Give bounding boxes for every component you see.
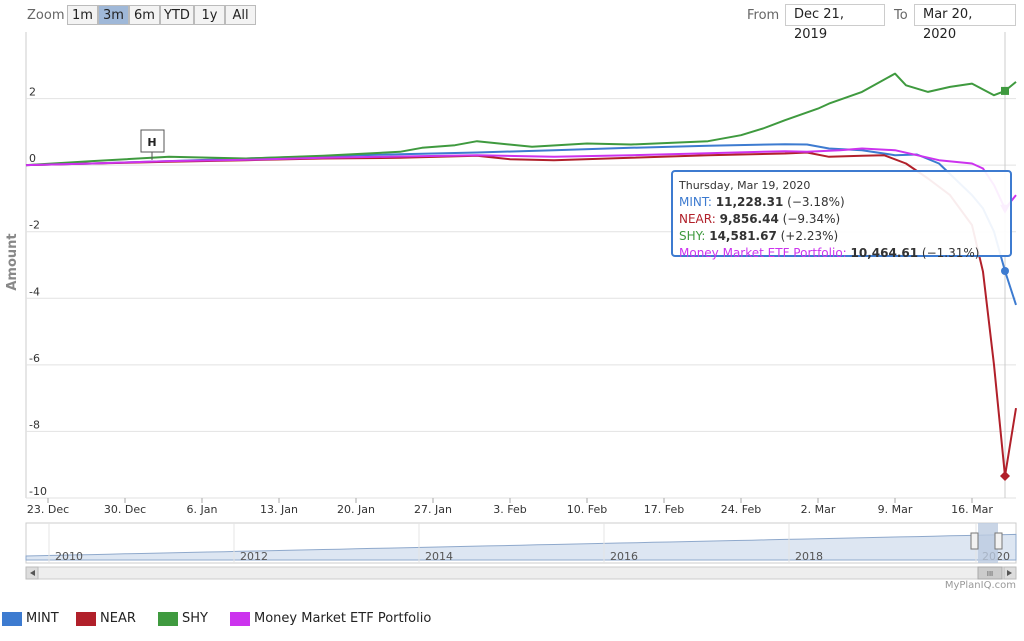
navigator-year-label: 2010 [55, 550, 83, 563]
tooltip-row: MINT: 11,228.31 (−3.18%) [679, 194, 1004, 211]
series-line-money-market-etf-portfolio[interactable] [25, 147, 1017, 210]
tooltip-series-name: Money Market ETF Portfolio: [679, 246, 851, 260]
zoom-6m-button[interactable]: 6m [129, 5, 160, 25]
scrollbar-track[interactable] [25, 566, 1017, 580]
x-tick-label: 10. Feb [567, 503, 607, 516]
y-tick-label: -10 [29, 485, 47, 498]
arrow-left-icon [30, 570, 35, 576]
legend-swatch [230, 612, 250, 626]
zoom-all-button[interactable]: All [225, 5, 256, 25]
navigator-handle-left[interactable] [970, 532, 979, 550]
scroll-grip-icon: III [987, 570, 993, 578]
tooltip-change: (−1.31%) [918, 246, 980, 260]
tooltip-series-name: MINT: [679, 195, 716, 209]
credit-text: MyPlanIQ.com [944, 580, 1016, 591]
legend-item-shy[interactable]: SHY [158, 610, 228, 630]
x-tick-label: 2. Mar [801, 503, 836, 516]
zoom-1m-button[interactable]: 1m [67, 5, 98, 25]
x-axis: 23. Dec 30. Dec 6. Jan 13. Jan 20. Jan 27. Ja… [27, 498, 993, 516]
y-tick-label: -6 [29, 352, 40, 365]
tooltip-value: 10,464.61 [850, 246, 919, 260]
navigator[interactable]: 201020122014201620182020 III [25, 522, 1017, 580]
tooltip-date: Thursday, Mar 19, 2020 [679, 179, 811, 192]
from-date-input[interactable]: Dec 21, 2019 [785, 4, 885, 42]
tooltip: Thursday, Mar 19, 2020 MINT: 11,228.31 (… [671, 170, 1012, 260]
legend-label: Money Market ETF Portfolio [254, 611, 432, 626]
y-tick-label: -2 [29, 219, 40, 232]
navigator-year-label: 2014 [425, 550, 453, 563]
y-axis: -10 -8 -6 -4 -2 0 2 [29, 86, 47, 498]
tooltip-row: Money Market ETF Portfolio: 10,464.61 (−… [679, 245, 1004, 262]
hover-point [1001, 266, 1009, 275]
x-tick-label: 17. Feb [644, 503, 684, 516]
event-flag[interactable]: H [140, 129, 165, 160]
y-tick-label: -4 [29, 285, 40, 298]
line-chart: -10 -8 -6 -4 -2 0 2 23. Dec 30. Dec 6. Jan 13. Ja… [5, 32, 1017, 580]
y-tick-label: 2 [29, 86, 36, 99]
tooltip-change: (+2.23%) [776, 229, 839, 243]
x-tick-label: 24. Feb [721, 503, 761, 516]
zoom-ytd-button[interactable]: YTD [160, 5, 194, 25]
navigator-series [25, 533, 1017, 561]
legend-item-near[interactable]: NEAR [76, 610, 156, 630]
zoom-label: Zoom [27, 8, 65, 23]
x-tick-label: 16. Mar [951, 503, 993, 516]
legend-label: NEAR [100, 611, 136, 626]
x-tick-label: 20. Jan [337, 503, 375, 516]
to-date-input[interactable]: Mar 20, 2020 [914, 4, 1016, 42]
legend-swatch [76, 612, 96, 626]
hover-point [1001, 86, 1009, 95]
navigator-selection[interactable] [978, 523, 998, 563]
tooltip-row: SHY: 14,581.67 (+2.23%) [679, 228, 1004, 245]
tooltip-series-name: NEAR: [679, 212, 720, 226]
tooltip-change: (−3.18%) [783, 195, 845, 209]
legend-item-mint[interactable]: MINT [2, 610, 72, 630]
tooltip-value: 11,228.31 [715, 195, 784, 209]
legend-label: MINT [26, 611, 59, 626]
range-selector: Zoom 1m 3m 6m YTD 1y All From Dec 21, 20… [0, 0, 1024, 42]
series-line-shy[interactable] [25, 72, 1017, 167]
navigator-year-label: 2016 [610, 550, 638, 563]
legend-label: SHY [182, 611, 208, 626]
legend-swatch [2, 612, 22, 626]
tooltip-row: NEAR: 9,856.44 (−9.34%) [679, 211, 1004, 228]
scrollbar-thumb[interactable] [977, 566, 1003, 580]
grid-lines [25, 32, 1016, 499]
tooltip-value: 9,856.44 [719, 212, 779, 226]
y-tick-label: -8 [29, 418, 40, 431]
x-tick-label: 27. Jan [414, 503, 452, 516]
flag-label: H [147, 136, 156, 149]
y-tick-label: 0 [29, 152, 36, 165]
tooltip-value: 14,581.67 [709, 229, 777, 243]
legend: MINT NEAR SHY Money Market ETF Portfolio [0, 610, 1024, 632]
x-tick-label: 9. Mar [878, 503, 913, 516]
legend-item-money-market[interactable]: Money Market ETF Portfolio [230, 610, 450, 630]
tooltip-change: (−9.34%) [778, 212, 841, 226]
x-tick-label: 3. Feb [493, 503, 526, 516]
navigator-year-label: 2018 [795, 550, 823, 563]
navigator-year-label: 2012 [240, 550, 268, 563]
zoom-3m-button[interactable]: 3m [98, 5, 129, 25]
x-tick-label: 6. Jan [187, 503, 218, 516]
tooltip-series-name: SHY: [679, 229, 710, 243]
navigator-handle-right[interactable] [994, 532, 1003, 550]
zoom-1y-button[interactable]: 1y [194, 5, 225, 25]
series-lines [25, 72, 1017, 477]
x-tick-label: 23. Dec [27, 503, 69, 516]
arrow-right-icon [1007, 570, 1012, 576]
to-label: To [894, 8, 908, 23]
x-tick-label: 30. Dec [104, 503, 146, 516]
from-label: From [747, 8, 780, 23]
x-tick-label: 13. Jan [260, 503, 298, 516]
hover-point [1000, 471, 1010, 482]
legend-swatch [158, 612, 178, 626]
y-axis-title: Amount [5, 233, 20, 290]
